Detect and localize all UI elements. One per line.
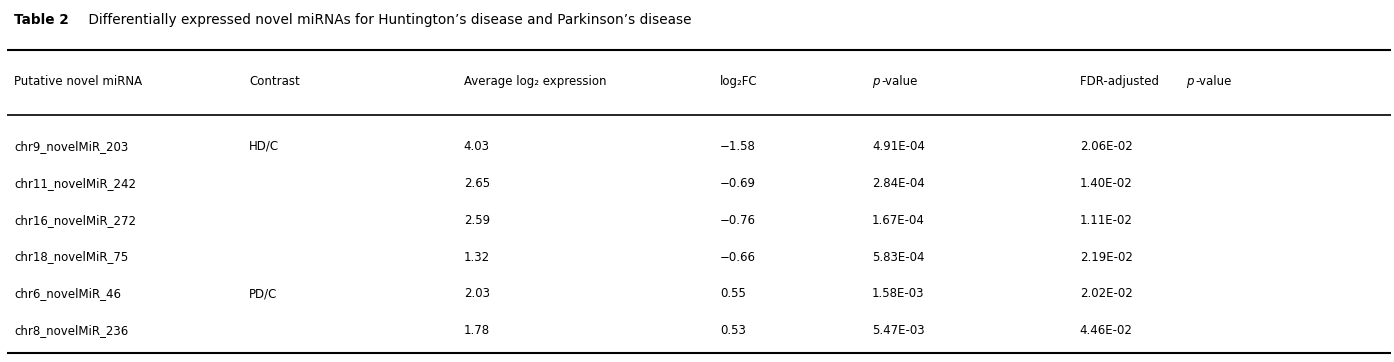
Text: −0.66: −0.66 — [719, 251, 756, 264]
Text: Table 2: Table 2 — [14, 13, 68, 26]
Text: chr18_novelMiR_75: chr18_novelMiR_75 — [14, 251, 128, 264]
Text: p: p — [1186, 75, 1193, 88]
Text: 2.06E-02: 2.06E-02 — [1080, 140, 1132, 153]
Text: 5.47E-03: 5.47E-03 — [873, 324, 924, 337]
Text: chr16_novelMiR_272: chr16_novelMiR_272 — [14, 214, 135, 227]
Text: Putative novel miRNA: Putative novel miRNA — [14, 75, 142, 88]
Text: chr8_novelMiR_236: chr8_novelMiR_236 — [14, 324, 128, 337]
Text: Average log₂ expression: Average log₂ expression — [464, 75, 606, 88]
Text: FDR-adjusted: FDR-adjusted — [1080, 75, 1163, 88]
Text: 2.59: 2.59 — [464, 214, 489, 227]
Text: chr9_novelMiR_225: chr9_novelMiR_225 — [14, 361, 128, 362]
Text: 0.53: 0.53 — [719, 324, 746, 337]
Text: −0.69: −0.69 — [719, 177, 756, 190]
Text: 4.03: 4.03 — [464, 140, 489, 153]
Text: −0.62: −0.62 — [719, 361, 756, 362]
Text: 2.03: 2.03 — [464, 287, 489, 300]
Text: 5.83E-04: 5.83E-04 — [873, 251, 924, 264]
Text: 4.91E-04: 4.91E-04 — [873, 140, 926, 153]
Text: HD/C: HD/C — [250, 140, 279, 153]
Text: chr9_novelMiR_203: chr9_novelMiR_203 — [14, 140, 128, 153]
Text: Contrast: Contrast — [250, 75, 300, 88]
Text: 2.19E-02: 2.19E-02 — [1080, 251, 1133, 264]
Text: Differentially expressed novel miRNAs for Huntington’s disease and Parkinson’s d: Differentially expressed novel miRNAs fo… — [84, 13, 691, 26]
Text: −0.76: −0.76 — [719, 214, 756, 227]
Text: 1.40E-02: 1.40E-02 — [1080, 177, 1132, 190]
Text: 1.92: 1.92 — [464, 361, 491, 362]
Text: 1.15E-02: 1.15E-02 — [1080, 361, 1132, 362]
Text: -value: -value — [882, 75, 919, 88]
Text: 1.32: 1.32 — [464, 251, 489, 264]
Text: -value: -value — [1196, 75, 1232, 88]
Text: 1.58E-03: 1.58E-03 — [873, 287, 924, 300]
Text: 2.65: 2.65 — [464, 177, 489, 190]
Text: 0.55: 0.55 — [719, 287, 746, 300]
Text: chr6_novelMiR_46: chr6_novelMiR_46 — [14, 287, 121, 300]
Text: 7.20E-04: 7.20E-04 — [873, 361, 924, 362]
Text: 1.11E-02: 1.11E-02 — [1080, 214, 1133, 227]
Text: log₂FC: log₂FC — [719, 75, 757, 88]
Text: 2.02E-02: 2.02E-02 — [1080, 287, 1132, 300]
Text: chr11_novelMiR_242: chr11_novelMiR_242 — [14, 177, 135, 190]
Text: −1.58: −1.58 — [719, 140, 756, 153]
Text: 1.67E-04: 1.67E-04 — [873, 214, 926, 227]
Text: 1.78: 1.78 — [464, 324, 489, 337]
Text: 4.46E-02: 4.46E-02 — [1080, 324, 1133, 337]
Text: PD/C: PD/C — [250, 287, 277, 300]
Text: p: p — [873, 75, 880, 88]
Text: 2.84E-04: 2.84E-04 — [873, 177, 924, 190]
